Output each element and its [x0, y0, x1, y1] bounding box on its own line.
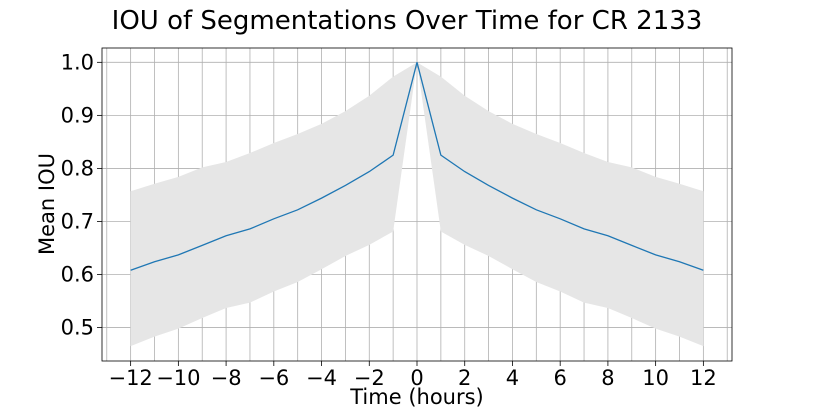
- x-axis-ticks: −12 −10 −8 −6 −4 −2 0 2 4 6 8 10 12: [108, 361, 717, 390]
- x-tick-label: 2: [458, 366, 471, 390]
- x-tick-label: −12: [108, 366, 152, 390]
- y-tick-label: 0.7: [61, 209, 94, 233]
- x-tick-label: 6: [553, 366, 566, 390]
- x-tick-label: 12: [690, 366, 717, 390]
- x-tick-label: −10: [156, 366, 200, 390]
- band-area: [130, 62, 704, 347]
- x-tick-label: −4: [306, 366, 337, 390]
- x-tick-label: 8: [601, 366, 614, 390]
- x-tick-label: −2: [354, 366, 385, 390]
- chart-title: IOU of Segmentations Over Time for CR 21…: [112, 6, 703, 36]
- y-tick-label: 0.5: [61, 316, 94, 340]
- y-tick-label: 0.8: [61, 156, 94, 180]
- x-tick-label: −8: [211, 366, 242, 390]
- series-line: [130, 62, 704, 271]
- y-tick-label: 0.9: [61, 103, 94, 127]
- x-tick-label: −6: [258, 366, 289, 390]
- y-tick-label: 1.0: [61, 50, 94, 74]
- y-tick-label: 0.6: [61, 263, 94, 287]
- x-tick-label: 4: [506, 366, 519, 390]
- y-axis-label: Mean IOU: [35, 153, 59, 255]
- x-tick-label: 0: [410, 366, 423, 390]
- mean-line: [130, 62, 704, 271]
- x-tick-label: 10: [642, 366, 669, 390]
- x-axis-label: Time (hours): [349, 385, 484, 407]
- y-axis-ticks: 0.5 0.6 0.7 0.8 0.9 1.0: [61, 50, 102, 340]
- confidence-band: [130, 62, 704, 347]
